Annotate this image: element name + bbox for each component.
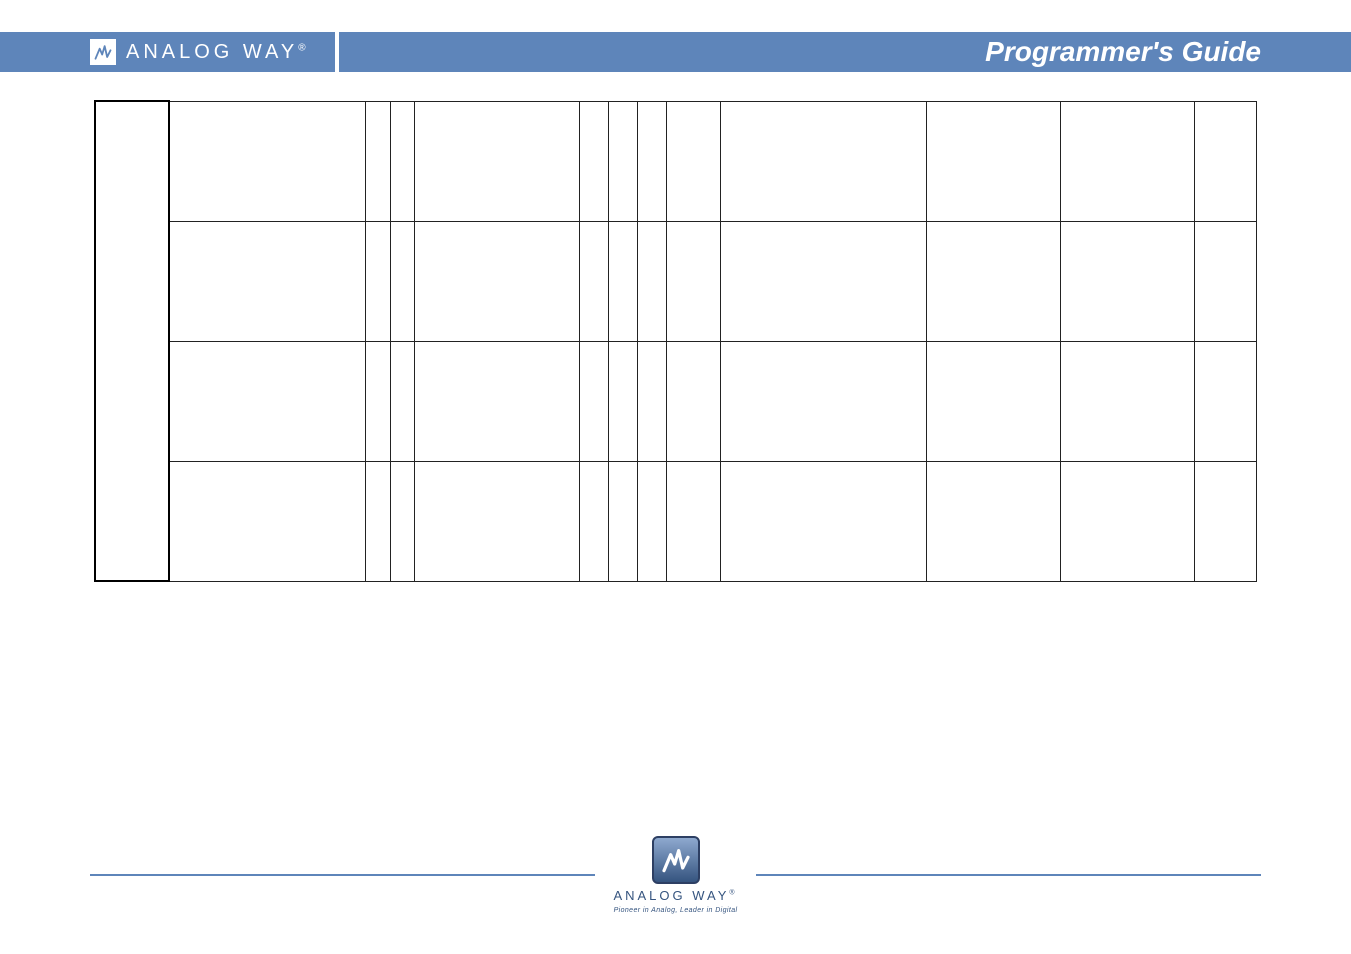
table-cell	[390, 461, 415, 581]
table-cell	[638, 341, 667, 461]
table-cell	[1060, 461, 1194, 581]
table-cell	[720, 461, 926, 581]
table-cell	[666, 461, 720, 581]
table-cell	[169, 221, 365, 341]
table-cell	[365, 221, 390, 341]
page-footer: ANALOG WAY® Pioneer in Analog, Leader in…	[0, 836, 1351, 914]
table-cell	[580, 221, 609, 341]
table-cell	[1195, 101, 1257, 221]
main-table-container	[94, 100, 1257, 582]
table-cell	[415, 341, 580, 461]
table-cell	[638, 221, 667, 341]
table-cell	[666, 221, 720, 341]
table-cell	[926, 101, 1060, 221]
table-cell	[720, 101, 926, 221]
page-header: ANALOG WAY® Programmer's Guide	[0, 32, 1351, 72]
table-cell	[609, 221, 638, 341]
footer-brand-name: ANALOG WAY®	[613, 888, 737, 903]
table-cell	[926, 221, 1060, 341]
table-cell	[365, 341, 390, 461]
table-row	[95, 101, 1257, 221]
table-row	[95, 341, 1257, 461]
footer-logo-icon	[652, 836, 700, 884]
table-cell	[720, 221, 926, 341]
table-cell	[1195, 461, 1257, 581]
table-cell	[365, 461, 390, 581]
table-cell	[415, 461, 580, 581]
table-cell	[580, 461, 609, 581]
table-row	[95, 461, 1257, 581]
row-group-header	[95, 101, 169, 581]
table-cell	[1195, 341, 1257, 461]
table-cell	[609, 101, 638, 221]
table-cell	[169, 461, 365, 581]
table-cell	[1060, 101, 1194, 221]
table-cell	[390, 101, 415, 221]
table-cell	[1195, 221, 1257, 341]
header-left-panel: ANALOG WAY®	[0, 32, 335, 72]
footer-reg-mark: ®	[729, 890, 737, 897]
table-row	[95, 221, 1257, 341]
brand-logo-icon	[90, 39, 116, 65]
header-right-panel: Programmer's Guide	[339, 32, 1351, 72]
table-cell	[365, 101, 390, 221]
table-cell	[169, 101, 365, 221]
table-cell	[609, 341, 638, 461]
brand-name: ANALOG WAY®	[126, 41, 310, 64]
table-cell	[638, 101, 667, 221]
brand-name-text: ANALOG WAY	[126, 41, 298, 63]
table-cell	[390, 341, 415, 461]
footer-logo-block: ANALOG WAY® Pioneer in Analog, Leader in…	[613, 836, 737, 914]
brand-reg-mark: ®	[298, 42, 309, 53]
table-cell	[1060, 341, 1194, 461]
table-cell	[926, 341, 1060, 461]
table-cell	[720, 341, 926, 461]
table-cell	[666, 341, 720, 461]
table-cell	[415, 221, 580, 341]
table-cell	[390, 221, 415, 341]
page-title: Programmer's Guide	[985, 36, 1261, 68]
table-cell	[580, 341, 609, 461]
footer-rule-left	[90, 874, 595, 876]
table-cell	[1060, 221, 1194, 341]
table-cell	[666, 101, 720, 221]
footer-tagline: Pioneer in Analog, Leader in Digital	[614, 907, 738, 914]
table-cell	[609, 461, 638, 581]
table-cell	[415, 101, 580, 221]
table-cell	[926, 461, 1060, 581]
table-cell	[638, 461, 667, 581]
footer-brand-text: ANALOG WAY	[613, 888, 729, 903]
table-cell	[169, 341, 365, 461]
spec-table	[94, 100, 1257, 582]
table-cell	[580, 101, 609, 221]
footer-rule-right	[756, 874, 1261, 876]
